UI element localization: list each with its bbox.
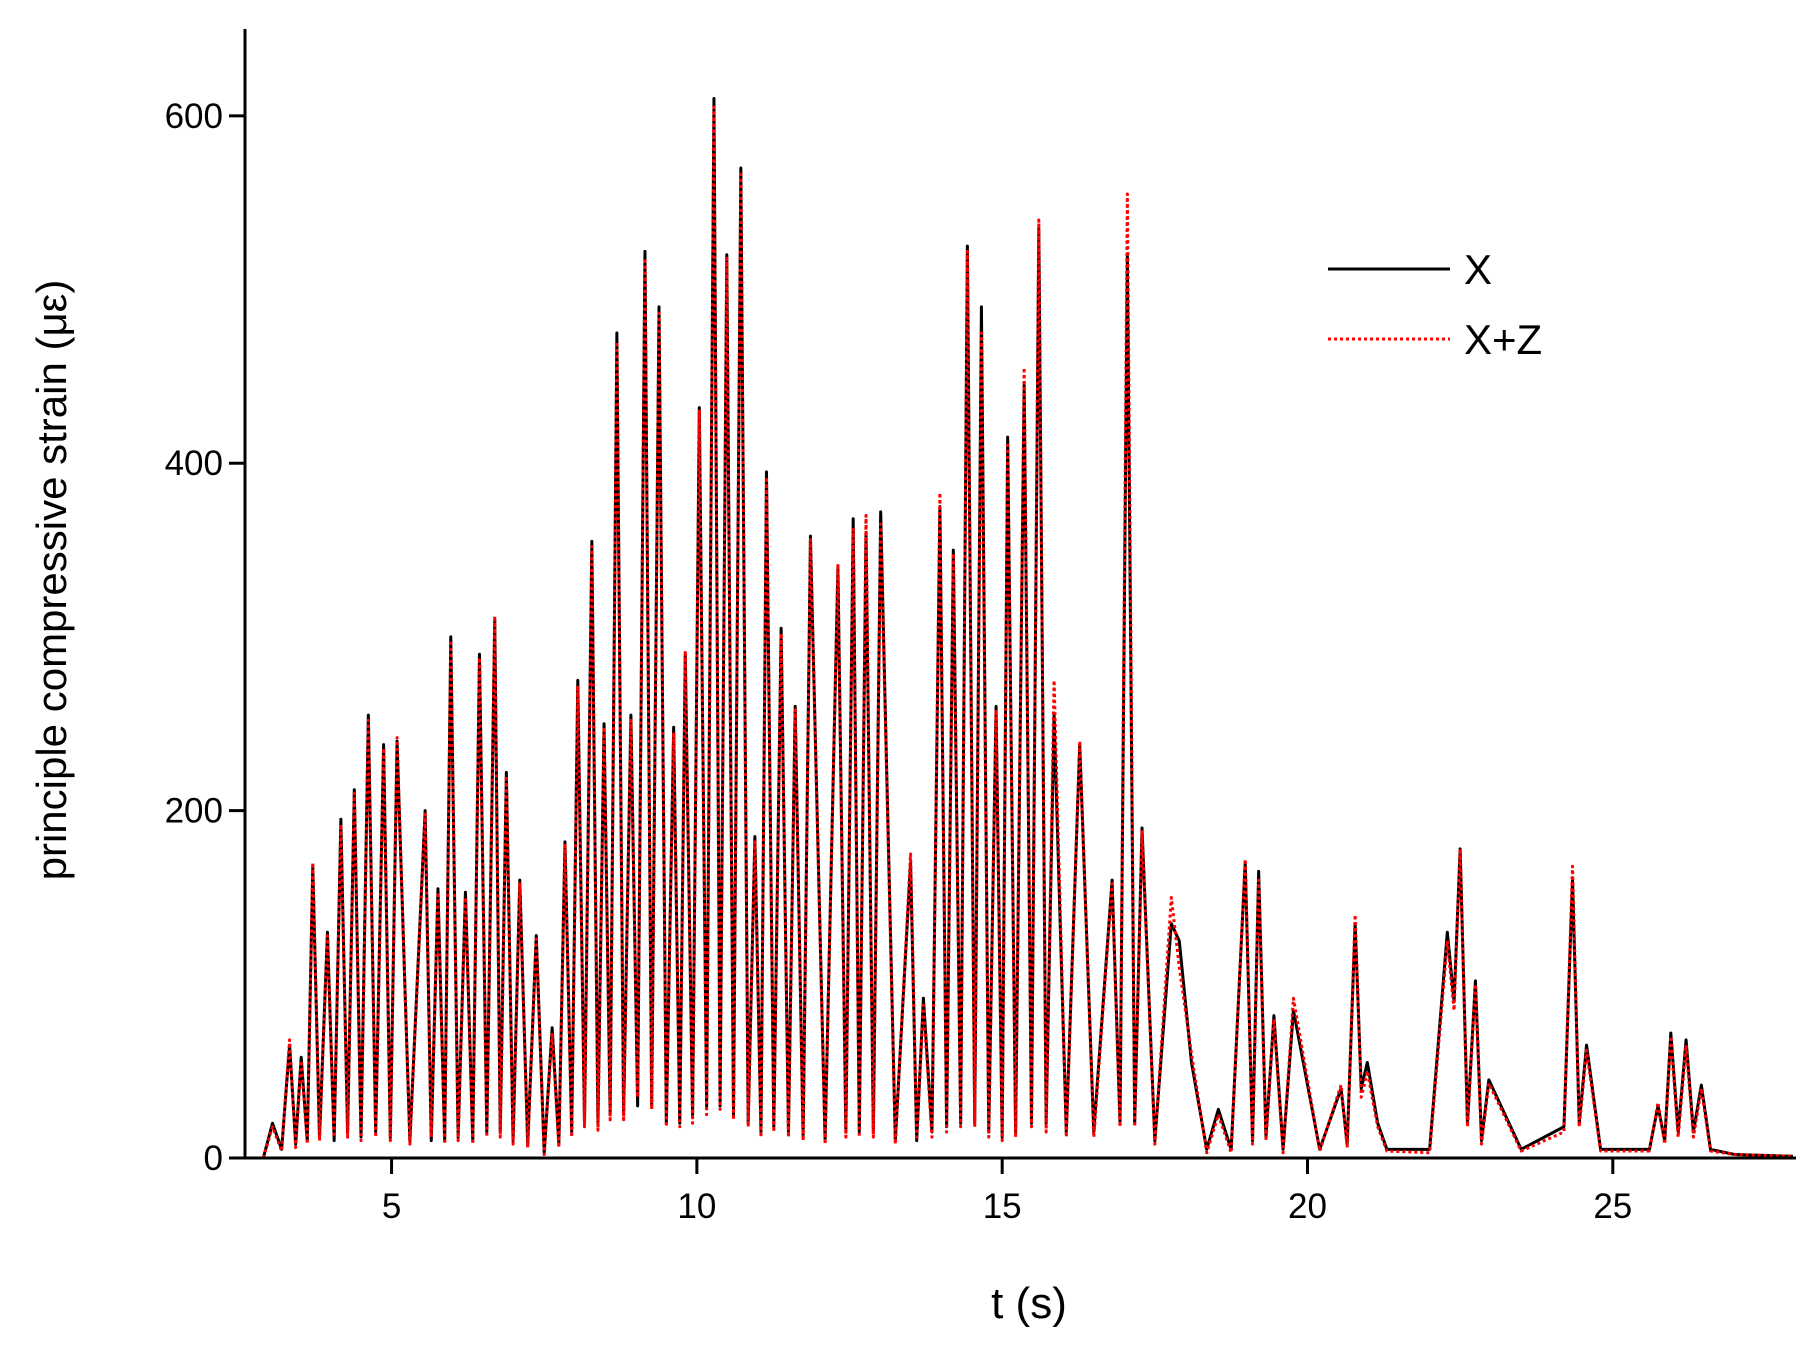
y-tick-label: 0	[204, 1139, 223, 1178]
series-line	[261, 96, 1793, 1159]
x-tick-label: 25	[1593, 1187, 1632, 1226]
series-line	[261, 105, 1793, 1159]
x-axis-label: t (s)	[991, 1279, 1067, 1328]
legend-label: X	[1464, 246, 1492, 293]
x-tick-label: 10	[677, 1187, 716, 1226]
y-tick-label: 600	[165, 97, 223, 136]
x-tick-label: 20	[1288, 1187, 1327, 1226]
y-axis-label: principle compressive strain (με)	[28, 280, 75, 881]
legend-label: X+Z	[1464, 316, 1542, 363]
x-tick-label: 5	[382, 1187, 401, 1226]
y-tick-label: 400	[165, 444, 223, 483]
y-tick-label: 200	[165, 792, 223, 831]
x-tick-label: 15	[983, 1187, 1022, 1226]
